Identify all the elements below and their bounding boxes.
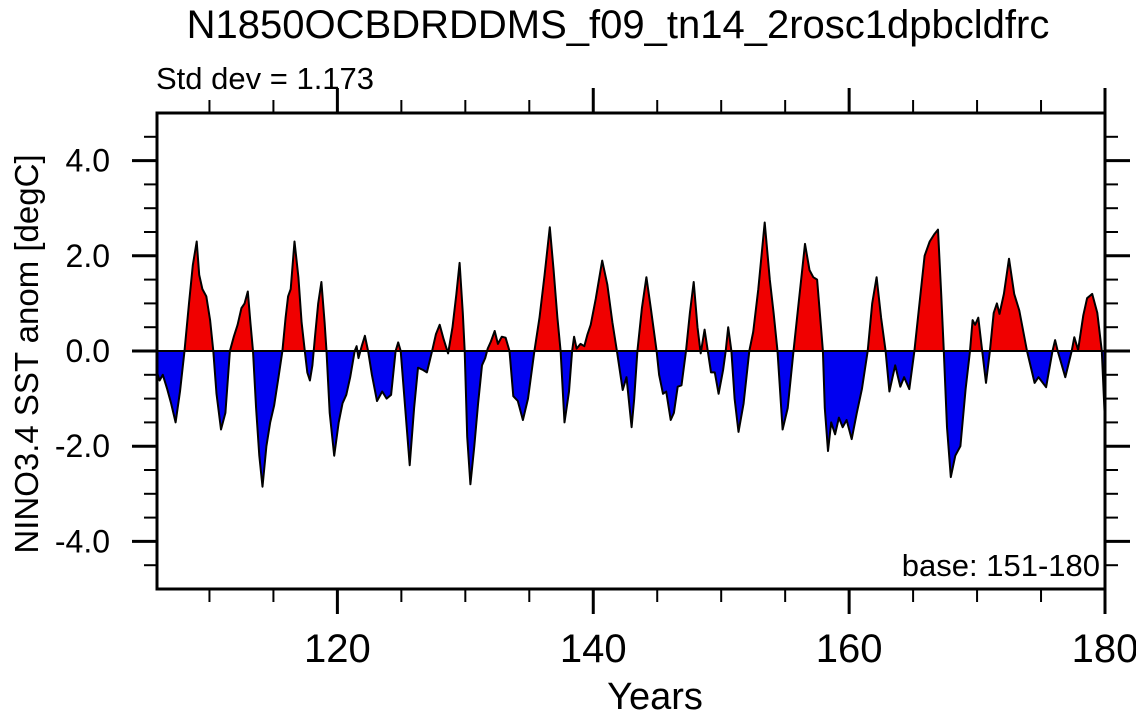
base-period-annotation: base: 151-180 [901,548,1100,583]
y-tick-label: 4.0 [66,143,110,179]
x-tick-label: 180 [1072,627,1136,671]
chart-title: N1850OCBDRDDMS_f09_tn14_2rosc1dpbcldfrc [186,3,1050,47]
y-tick-label: 2.0 [66,238,110,274]
y-tick-label: -2.0 [55,428,110,464]
y-tick-label: -4.0 [55,523,110,559]
x-tick-label: 120 [304,627,371,671]
y-tick-label: 0.0 [66,333,110,369]
x-axis-label: Years [607,676,703,714]
x-tick-label: 160 [816,627,883,671]
x-tick-label: 140 [560,627,627,671]
